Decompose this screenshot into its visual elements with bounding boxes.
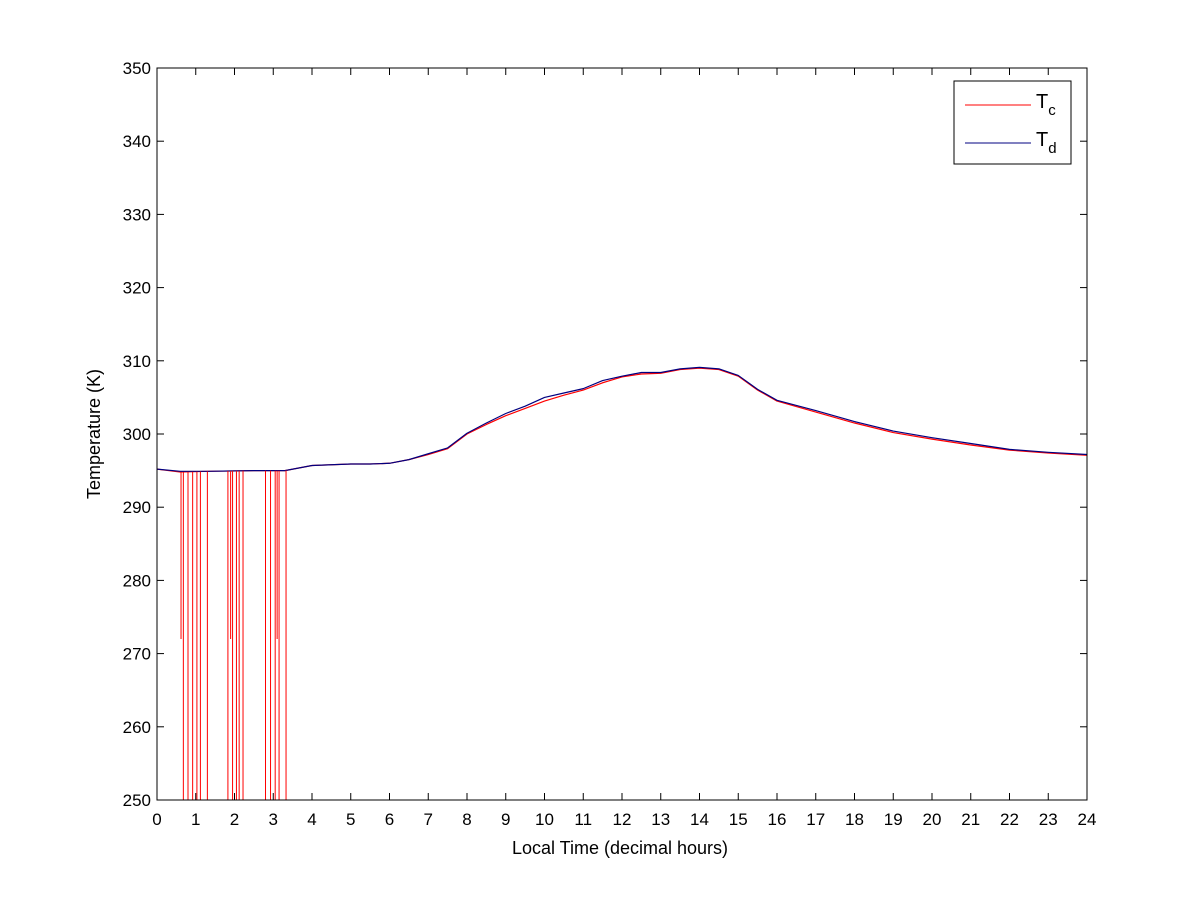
x-tick-label-13: 13: [651, 810, 670, 829]
x-tick-label-16: 16: [768, 810, 787, 829]
x-tick-label-1: 1: [191, 810, 200, 829]
x-tick-label-12: 12: [613, 810, 632, 829]
legend-label-tc-sub: c: [1048, 102, 1056, 119]
x-tick-label-5: 5: [346, 810, 355, 829]
x-tick-label-2: 2: [230, 810, 239, 829]
legend-label-td-sub: d: [1048, 140, 1056, 157]
axis-ticks: 0 1 2 3 4 5 6 7 8 9 10 11 12 13 14 15 16 17 18 19 20 21 22 23 24…: [123, 59, 1097, 829]
x-tick-label-17: 17: [806, 810, 825, 829]
x-tick-label-9: 9: [501, 810, 510, 829]
x-tick-label-15: 15: [729, 810, 748, 829]
x-tick-label-18: 18: [845, 810, 864, 829]
y-tick-label-6: 310: [123, 352, 151, 371]
x-tick-label-22: 22: [1000, 810, 1019, 829]
x-tick-label-6: 6: [385, 810, 394, 829]
x-tick-label-21: 21: [961, 810, 980, 829]
x-tick-label-24: 24: [1078, 810, 1097, 829]
x-tick-label-0: 0: [152, 810, 161, 829]
y-tick-label-10: 350: [123, 59, 151, 78]
y-tick-label-8: 330: [123, 205, 151, 224]
y-axis-title: Temperature (K): [84, 369, 104, 499]
legend-label-tc: Tc: [1036, 91, 1056, 119]
plot-area: [157, 68, 1087, 800]
legend-label-td-main: T: [1036, 129, 1048, 151]
series-line-d: [156, 366, 1088, 472]
y-tick-label-4: 290: [123, 498, 151, 517]
y-tick-label-7: 320: [123, 279, 151, 298]
x-axis-title: Local Time (decimal hours): [512, 838, 728, 858]
y-tick-label-9: 340: [123, 132, 151, 151]
y-tick-label-5: 300: [123, 425, 151, 444]
legend: Tc Td: [953, 80, 1072, 165]
x-tick-label-14: 14: [690, 810, 709, 829]
x-tick-label-8: 8: [462, 810, 471, 829]
x-tick-label-20: 20: [923, 810, 942, 829]
x-tick-label-11: 11: [574, 810, 592, 829]
x-tick-label-23: 23: [1039, 810, 1058, 829]
series-layer: [156, 366, 1088, 800]
y-tick-label-1: 260: [123, 718, 151, 737]
x-tick-label-7: 7: [424, 810, 433, 829]
y-tick-label-0: 250: [123, 791, 151, 810]
x-tick-label-3: 3: [269, 810, 278, 829]
legend-label-td: Td: [1036, 129, 1057, 157]
y-tick-label-3: 280: [123, 571, 151, 590]
x-tick-label-10: 10: [535, 810, 554, 829]
y-tick-label-2: 270: [123, 645, 151, 664]
x-tick-label-4: 4: [307, 810, 316, 829]
legend-box: [953, 80, 1072, 165]
legend-label-tc-main: T: [1036, 91, 1048, 113]
x-tick-label-19: 19: [884, 810, 903, 829]
